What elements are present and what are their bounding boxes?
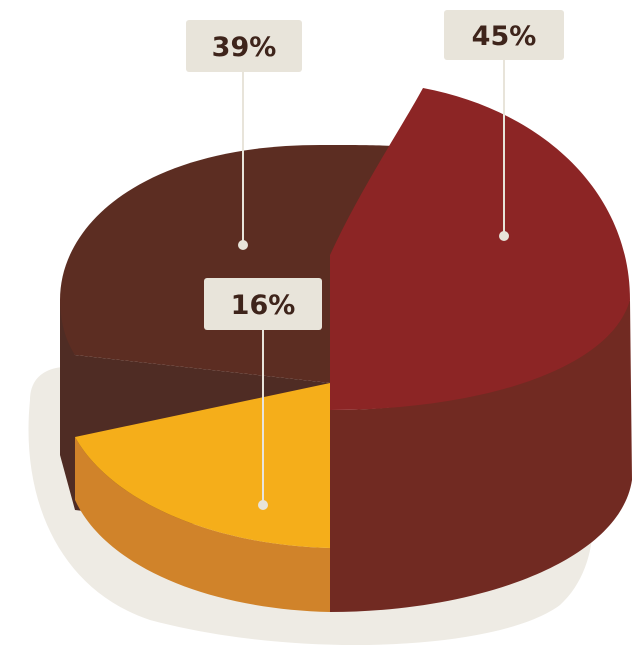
label-box [186,20,302,72]
data-label-39: 39% [212,32,277,63]
leader-dot [238,240,248,250]
pie-slice-side [330,300,632,612]
label-box [444,10,564,60]
pie-slice-top [330,88,630,410]
data-label-16: 16% [231,290,296,321]
pie-slice-side [75,437,330,612]
pie-slice-side [60,300,75,510]
data-label-45: 45% [472,21,537,52]
leader-dot [499,231,509,241]
leader-dot [258,500,268,510]
label-box [204,278,322,330]
